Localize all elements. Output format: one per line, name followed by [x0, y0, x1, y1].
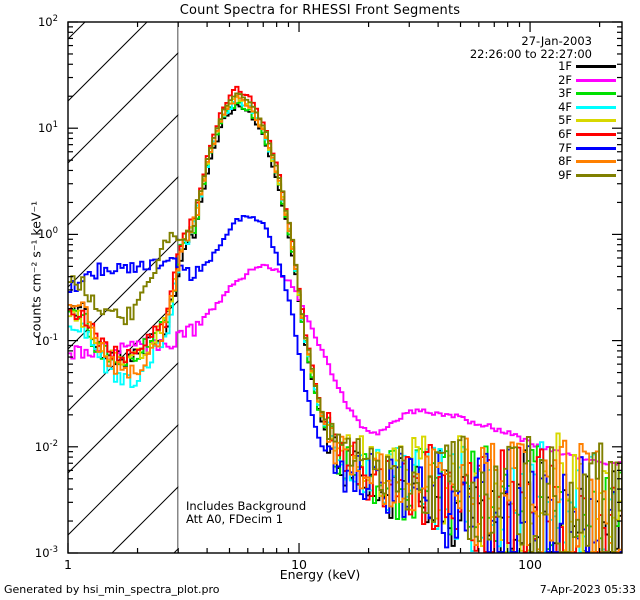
x-tick-label: 1 [64, 557, 72, 572]
legend-item-9f[interactable]: 9F [520, 167, 616, 183]
plot-annotation: Includes Background Att A0, FDecim 1 [186, 500, 306, 526]
legend-label: 2F [558, 72, 572, 87]
legend-label: 7F [558, 140, 572, 155]
series-line-2f [68, 263, 622, 466]
legend-item-7f[interactable]: 7F [520, 140, 616, 156]
legend-color-swatch [576, 119, 616, 123]
legend-label: 3F [558, 86, 572, 101]
legend-color-swatch [576, 173, 616, 177]
page-title: Count Spectra for RHESSI Front Segments [179, 3, 461, 18]
x-tick-label: 10 [291, 557, 307, 572]
y-tick-label: 10-3 [34, 545, 58, 560]
legend-label: 5F [558, 113, 572, 128]
y-tick-label: 100 [37, 226, 58, 242]
generated-by-text: Generated by hsi_min_spectra_plot.pro [4, 583, 220, 596]
observation-time-range: 22:26:00 to 22:27:00 [469, 47, 592, 61]
legend: 1F 2F 3F 4F 5F 6F 7F 8F 9F [520, 59, 616, 183]
observation-date: 27-Jan-2003 [521, 34, 592, 48]
legend-color-swatch [576, 105, 616, 109]
legend-item-3f[interactable]: 3F [520, 86, 616, 101]
y-tick-label: 10-1 [34, 332, 58, 348]
series-line-6f [68, 85, 622, 553]
legend-item-4f[interactable]: 4F [520, 99, 616, 115]
legend-label: 1F [558, 59, 572, 73]
series-line-5f [68, 95, 622, 553]
series-line-9f [68, 92, 622, 553]
legend-color-swatch [576, 92, 616, 96]
series-line-4f [68, 95, 622, 553]
legend-label: 8F [558, 154, 572, 169]
legend-label: 9F [558, 167, 572, 182]
x-tick-label: 100 [518, 557, 542, 572]
y-tick-label: 10-2 [34, 438, 58, 454]
axis-frame [67, 21, 623, 554]
legend-color-swatch [576, 146, 616, 150]
series-line-8f [68, 94, 622, 553]
legend-item-8f[interactable]: 8F [520, 154, 616, 169]
legend-label: 4F [558, 99, 572, 114]
render-timestamp: 7-Apr-2023 05:33 [539, 583, 636, 596]
legend-color-swatch [576, 78, 616, 82]
legend-item-6f[interactable]: 6F [520, 126, 616, 142]
annotation-line-1: Includes Background [186, 499, 307, 513]
legend-item-2f[interactable]: 2F [520, 72, 616, 88]
y-tick-label: 101 [37, 120, 58, 136]
hatched-exclusion-region [68, 22, 179, 553]
y-tick-label: 102 [37, 14, 58, 29]
legend-item-5f[interactable]: 5F [520, 113, 616, 128]
legend-color-swatch [576, 160, 616, 164]
spectra-series-group [68, 85, 622, 553]
x-axis-label: Energy (keV) [279, 567, 361, 582]
legend-item-1f[interactable]: 1F [520, 59, 616, 74]
legend-color-swatch [576, 132, 616, 136]
legend-label: 6F [558, 126, 572, 141]
legend-color-swatch [576, 65, 616, 68]
annotation-line-2: Att A0, FDecim 1 [186, 512, 284, 526]
